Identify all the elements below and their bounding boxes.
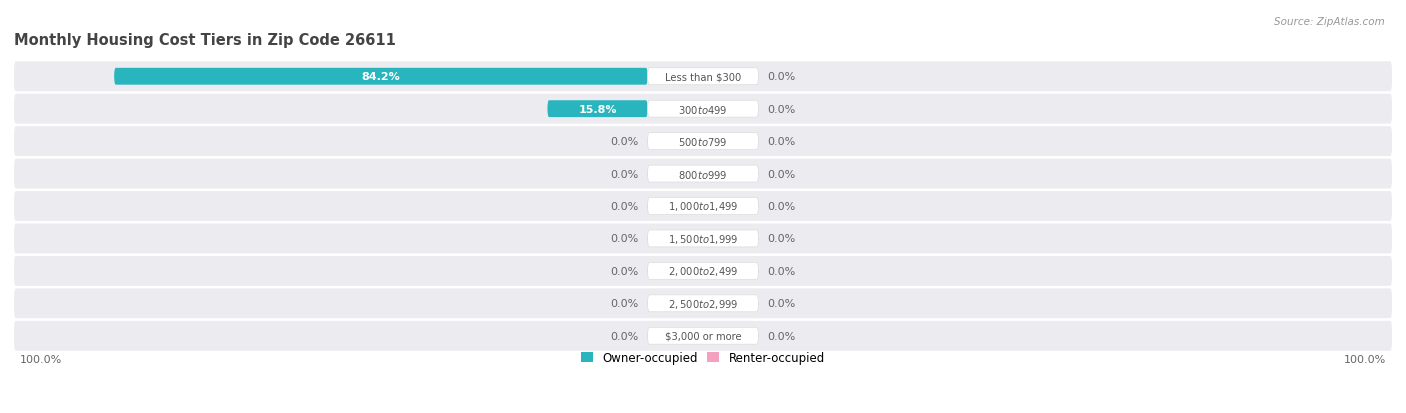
Text: $2,000 to $2,499: $2,000 to $2,499 <box>668 265 738 278</box>
Text: $2,500 to $2,999: $2,500 to $2,999 <box>668 297 738 310</box>
Text: $3,000 or more: $3,000 or more <box>665 331 741 341</box>
FancyBboxPatch shape <box>648 198 758 215</box>
Text: 0.0%: 0.0% <box>610 137 638 147</box>
Text: 0.0%: 0.0% <box>610 169 638 179</box>
Text: 100.0%: 100.0% <box>20 354 62 364</box>
Text: 0.0%: 0.0% <box>768 266 796 276</box>
FancyBboxPatch shape <box>648 295 758 312</box>
Text: 0.0%: 0.0% <box>768 104 796 114</box>
FancyBboxPatch shape <box>648 230 758 247</box>
FancyBboxPatch shape <box>648 328 758 344</box>
Text: Source: ZipAtlas.com: Source: ZipAtlas.com <box>1274 17 1385 26</box>
Text: 15.8%: 15.8% <box>578 104 617 114</box>
FancyBboxPatch shape <box>648 69 758 85</box>
Text: 0.0%: 0.0% <box>768 331 796 341</box>
FancyBboxPatch shape <box>14 321 1392 351</box>
FancyBboxPatch shape <box>14 62 1392 92</box>
Text: 0.0%: 0.0% <box>610 299 638 309</box>
Text: $1,000 to $1,499: $1,000 to $1,499 <box>668 200 738 213</box>
Legend: Owner-occupied, Renter-occupied: Owner-occupied, Renter-occupied <box>581 351 825 364</box>
FancyBboxPatch shape <box>14 159 1392 189</box>
Text: 100.0%: 100.0% <box>1344 354 1386 364</box>
Text: 0.0%: 0.0% <box>768 202 796 211</box>
FancyBboxPatch shape <box>14 256 1392 286</box>
Text: $300 to $499: $300 to $499 <box>678 103 728 115</box>
FancyBboxPatch shape <box>14 192 1392 221</box>
FancyBboxPatch shape <box>648 166 758 183</box>
Text: 0.0%: 0.0% <box>768 137 796 147</box>
Text: Less than $300: Less than $300 <box>665 72 741 82</box>
Text: 0.0%: 0.0% <box>610 202 638 211</box>
FancyBboxPatch shape <box>14 127 1392 157</box>
Text: 0.0%: 0.0% <box>610 266 638 276</box>
Text: $800 to $999: $800 to $999 <box>678 168 728 180</box>
Text: 0.0%: 0.0% <box>768 234 796 244</box>
Text: Monthly Housing Cost Tiers in Zip Code 26611: Monthly Housing Cost Tiers in Zip Code 2… <box>14 33 396 48</box>
FancyBboxPatch shape <box>648 101 758 118</box>
FancyBboxPatch shape <box>648 263 758 280</box>
FancyBboxPatch shape <box>547 101 648 118</box>
Text: 84.2%: 84.2% <box>361 72 401 82</box>
FancyBboxPatch shape <box>648 133 758 150</box>
FancyBboxPatch shape <box>14 95 1392 124</box>
Text: 0.0%: 0.0% <box>610 331 638 341</box>
FancyBboxPatch shape <box>14 224 1392 254</box>
Text: $1,500 to $1,999: $1,500 to $1,999 <box>668 233 738 245</box>
Text: 0.0%: 0.0% <box>768 169 796 179</box>
Text: 0.0%: 0.0% <box>768 72 796 82</box>
Text: $500 to $799: $500 to $799 <box>678 136 728 148</box>
Text: 0.0%: 0.0% <box>768 299 796 309</box>
FancyBboxPatch shape <box>114 69 648 85</box>
Text: 0.0%: 0.0% <box>610 234 638 244</box>
FancyBboxPatch shape <box>14 289 1392 318</box>
